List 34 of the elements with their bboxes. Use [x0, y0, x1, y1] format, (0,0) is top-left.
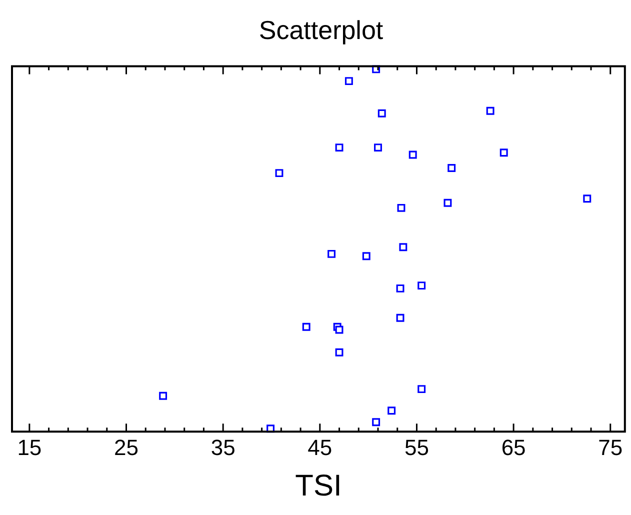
x-tick-label: 55 [404, 434, 429, 460]
point [159, 392, 168, 400]
point [418, 385, 426, 394]
point [362, 252, 370, 260]
point [486, 106, 494, 115]
point [408, 150, 417, 159]
point [418, 282, 426, 290]
point [302, 322, 310, 331]
point [388, 406, 396, 415]
point [444, 198, 452, 207]
point [275, 169, 284, 178]
x-axis-title: TSI [295, 469, 342, 502]
point [396, 314, 404, 322]
point [374, 144, 382, 152]
x-tick-label: 25 [114, 434, 138, 460]
point [335, 326, 344, 334]
point [397, 204, 406, 212]
point [399, 243, 408, 252]
x-tick-label: 35 [210, 434, 236, 460]
point [396, 284, 404, 292]
x-tick-label: 75 [598, 434, 623, 460]
point [500, 148, 508, 157]
chart-title: Scatterplot [258, 14, 384, 45]
point [344, 77, 353, 86]
x-tick-label: 45 [308, 434, 332, 460]
point [372, 418, 380, 426]
x-tick-label: 65 [501, 434, 526, 460]
point [378, 109, 386, 118]
point [583, 194, 592, 203]
point [335, 144, 344, 152]
x-tick-label: 15 [17, 434, 42, 460]
point [335, 348, 344, 356]
point [448, 164, 456, 172]
point [328, 250, 336, 258]
